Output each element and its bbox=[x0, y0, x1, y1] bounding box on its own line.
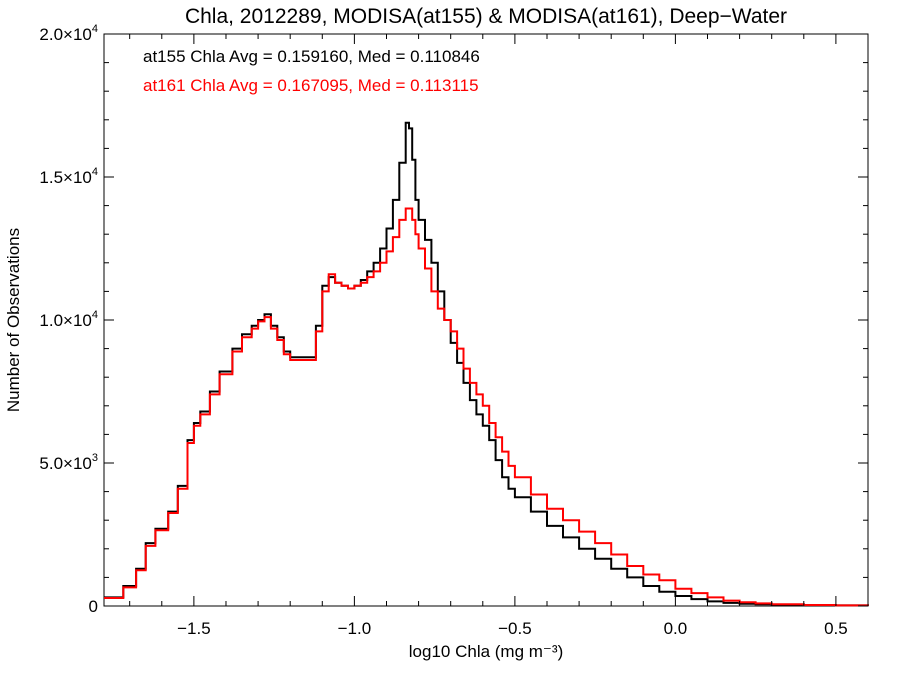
y-axis-label: Number of Observations bbox=[4, 228, 23, 412]
x-tick-label: 0.0 bbox=[664, 619, 688, 638]
chart-title: Chla, 2012289, MODISA(at155) & MODISA(at… bbox=[185, 5, 787, 28]
x-tick-label: −1.0 bbox=[338, 619, 372, 638]
y-tick-label: 2.0×104 bbox=[39, 23, 98, 44]
stats-annotation: at161 Chla Avg = 0.167095, Med = 0.11311… bbox=[143, 76, 479, 95]
x-tick-label: −1.5 bbox=[177, 619, 211, 638]
x-tick-label: 0.5 bbox=[824, 619, 848, 638]
series-layer bbox=[104, 121, 869, 607]
y-tick-label: 1.0×104 bbox=[39, 309, 98, 330]
plot-frame bbox=[103, 33, 869, 607]
x-axis-label: log10 Chla (mg m⁻³) bbox=[409, 642, 563, 661]
x-tick-label: −0.5 bbox=[498, 619, 532, 638]
series-line-at155 bbox=[104, 121, 869, 607]
y-tick-label: 5.0×103 bbox=[39, 452, 98, 473]
stats-annotation: at155 Chla Avg = 0.159160, Med = 0.11084… bbox=[143, 47, 480, 66]
series-line-at161 bbox=[104, 207, 869, 607]
ticks-layer: −1.5 −1.0 −0.5 0.0 0.5 0 5.0×103 1.0×104 1.5×104… bbox=[39, 23, 869, 638]
y-tick-label: 1.5×104 bbox=[39, 166, 98, 187]
y-tick-label: 0 bbox=[89, 597, 98, 616]
annotations: at155 Chla Avg = 0.159160, Med = 0.11084… bbox=[143, 47, 480, 95]
